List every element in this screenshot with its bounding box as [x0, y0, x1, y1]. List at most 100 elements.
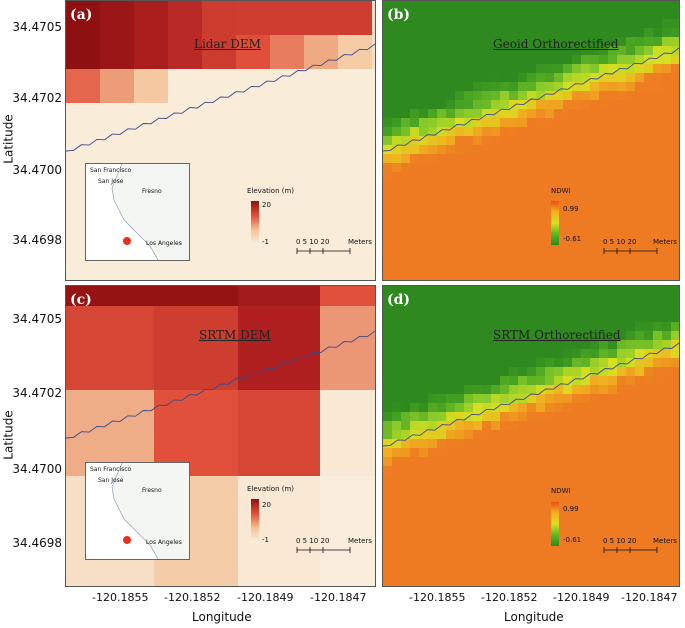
ndwi-cell: [428, 253, 437, 262]
ndwi-cell: [491, 163, 500, 172]
ndwi-cell: [617, 163, 626, 172]
ndwi-cell: [527, 457, 536, 466]
ndwi-cell: [581, 235, 590, 244]
ndwi-cell: [446, 145, 455, 154]
ndwi-cell: [437, 262, 446, 271]
ndwi-cell: [536, 331, 545, 340]
ndwi-cell: [527, 118, 536, 127]
ndwi-cell: [671, 520, 679, 529]
ndwi-cell: [563, 208, 572, 217]
ndwi-cell: [482, 439, 491, 448]
ndwi-cell: [590, 190, 599, 199]
ndwi-cell: [455, 127, 464, 136]
ndwi-cell: [626, 313, 635, 322]
ndwi-cell: [410, 331, 419, 340]
ndwi-cell: [581, 448, 590, 457]
dem-cell: [304, 171, 338, 205]
ndwi-cell: [401, 349, 410, 358]
ndwi-cell: [500, 349, 509, 358]
ndwi-cell: [509, 109, 518, 118]
ndwi-cell: [572, 271, 581, 280]
ndwi-cell: [536, 448, 545, 457]
ndwi-cell: [455, 583, 464, 586]
ndwi-cell: [572, 394, 581, 403]
ndwi-cell: [662, 262, 671, 271]
ndwi-cell: [536, 304, 545, 313]
ndwi-cell: [608, 208, 617, 217]
ndwi-cell: [563, 226, 572, 235]
ndwi-cell: [554, 262, 563, 271]
ndwi-cell: [590, 556, 599, 565]
ndwi-cell: [563, 304, 572, 313]
y-axis-title-top: Latitude: [1, 114, 16, 164]
ndwi-cell: [392, 253, 401, 262]
ndwi-cell: [419, 385, 428, 394]
ndwi-cell: [572, 520, 581, 529]
ndwi-cell: [518, 19, 527, 28]
dem-cell: [320, 306, 375, 390]
ndwi-cell: [482, 430, 491, 439]
ndwi-cell: [392, 208, 401, 217]
ndwi-cell: [644, 154, 653, 163]
ndwi-cell: [599, 304, 608, 313]
ndwi-cell: [392, 136, 401, 145]
ndwi-cell: [653, 262, 662, 271]
ndwi-cell: [635, 190, 644, 199]
ndwi-cell: [491, 136, 500, 145]
ndwi-cell: [572, 475, 581, 484]
ndwi-cell: [536, 565, 545, 574]
ndwi-cell: [626, 199, 635, 208]
ndwi-cell: [482, 163, 491, 172]
ndwi-cell: [509, 226, 518, 235]
ndwi-cell: [644, 574, 653, 583]
ndwi-cell: [581, 376, 590, 385]
ndwi-cell: [455, 394, 464, 403]
ndwi-cell: [383, 154, 392, 163]
ndwi-cell: [410, 376, 419, 385]
ndwi-cell: [626, 253, 635, 262]
ndwi-cell: [626, 286, 635, 295]
ndwi-cell: [572, 28, 581, 37]
ndwi-cell: [590, 502, 599, 511]
ndwi-cell: [383, 46, 392, 55]
ndwi-cell: [518, 403, 527, 412]
ndwi-cell: [617, 349, 626, 358]
ndwi-cell: [455, 484, 464, 493]
ndwi-cell: [464, 484, 473, 493]
ndwi-cell: [617, 136, 626, 145]
ndwi-cell: [419, 484, 428, 493]
ndwi-cell: [572, 1, 581, 10]
ndwi-cell: [644, 286, 653, 295]
ndwi-cell: [653, 313, 662, 322]
ndwi-cell: [500, 322, 509, 331]
ndwi-cell: [482, 28, 491, 37]
ndwi-cell: [590, 145, 599, 154]
ndwi-cell: [527, 253, 536, 262]
ndwi-cell: [428, 127, 437, 136]
ndwi-cell: [662, 28, 671, 37]
ndwi-cell: [428, 136, 437, 145]
ndwi-cell: [662, 358, 671, 367]
ndwi-cell: [671, 538, 679, 547]
ndwi-cell: [455, 253, 464, 262]
ndwi-cell: [392, 19, 401, 28]
ndwi-cell: [437, 529, 446, 538]
ndwi-cell: [482, 190, 491, 199]
ndwi-cell: [545, 163, 554, 172]
ndwi-cell: [671, 118, 679, 127]
ndwi-cell: [626, 421, 635, 430]
ndwi-cell: [518, 574, 527, 583]
ndwi-cell: [518, 10, 527, 19]
ndwi-cell: [554, 439, 563, 448]
ndwi-cell: [446, 430, 455, 439]
ndwi-cell: [536, 19, 545, 28]
ndwi-cell: [473, 466, 482, 475]
ndwi-cell: [527, 136, 536, 145]
ndwi-cell: [635, 10, 644, 19]
ndwi-cell: [563, 349, 572, 358]
dem-cell: [320, 286, 375, 306]
ndwi-cell: [401, 457, 410, 466]
ndwi-cell: [608, 271, 617, 280]
ndwi-cell: [536, 412, 545, 421]
panel-d-scale-unit: Meters: [653, 537, 677, 545]
